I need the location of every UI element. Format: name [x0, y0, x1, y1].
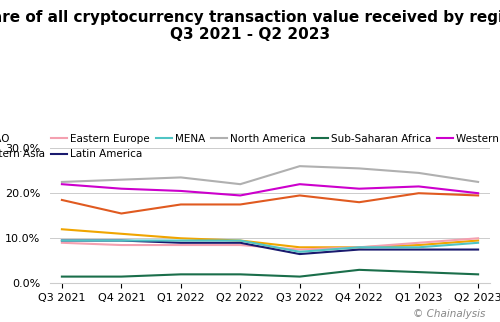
- North America: [178, 175, 184, 179]
- Eastern Asia: [178, 236, 184, 240]
- Western Europe: [178, 189, 184, 193]
- CSAO: [356, 200, 362, 204]
- Eastern Europe: [178, 243, 184, 247]
- Western Europe: [238, 194, 244, 197]
- MENA: [118, 239, 124, 242]
- MENA: [416, 245, 422, 249]
- Text: Share of all cryptocurrency transaction value received by region,
Q3 2021 - Q2 2: Share of all cryptocurrency transaction …: [0, 10, 500, 42]
- CSAO: [296, 194, 302, 197]
- North America: [238, 182, 244, 186]
- Sub-Saharan Africa: [178, 272, 184, 276]
- MENA: [178, 239, 184, 242]
- CSAO: [118, 212, 124, 215]
- Text: © Chainalysis: © Chainalysis: [412, 309, 485, 319]
- Latin America: [59, 239, 65, 242]
- CSAO: [178, 203, 184, 206]
- North America: [416, 171, 422, 175]
- MENA: [59, 239, 65, 242]
- Western Europe: [296, 182, 302, 186]
- Eastern Asia: [296, 245, 302, 249]
- Sub-Saharan Africa: [59, 275, 65, 279]
- Line: CSAO: CSAO: [62, 193, 478, 213]
- Line: Latin America: Latin America: [62, 241, 478, 254]
- North America: [59, 180, 65, 184]
- Latin America: [118, 239, 124, 242]
- Eastern Europe: [59, 241, 65, 245]
- Eastern Europe: [118, 243, 124, 247]
- MENA: [296, 250, 302, 254]
- Western Europe: [356, 187, 362, 191]
- Eastern Asia: [416, 243, 422, 247]
- Line: Sub-Saharan Africa: Sub-Saharan Africa: [62, 270, 478, 277]
- Eastern Europe: [356, 245, 362, 249]
- Sub-Saharan Africa: [475, 272, 481, 276]
- Latin America: [238, 241, 244, 245]
- Western Europe: [59, 182, 65, 186]
- Latin America: [296, 252, 302, 256]
- Eastern Europe: [296, 248, 302, 251]
- Eastern Europe: [416, 241, 422, 245]
- Sub-Saharan Africa: [416, 270, 422, 274]
- Sub-Saharan Africa: [356, 268, 362, 272]
- Eastern Asia: [356, 245, 362, 249]
- Sub-Saharan Africa: [296, 275, 302, 279]
- CSAO: [475, 194, 481, 197]
- Line: North America: North America: [62, 166, 478, 184]
- Eastern Europe: [475, 236, 481, 240]
- Latin America: [416, 248, 422, 251]
- Eastern Asia: [475, 239, 481, 242]
- Eastern Asia: [118, 232, 124, 236]
- Western Europe: [416, 185, 422, 188]
- Legend: CSAO, Eastern Asia, Eastern Europe, Latin America, MENA, North America, Sub-Saha: CSAO, Eastern Asia, Eastern Europe, Lati…: [0, 134, 500, 159]
- Line: Eastern Europe: Eastern Europe: [62, 238, 478, 250]
- Sub-Saharan Africa: [238, 272, 244, 276]
- North America: [356, 166, 362, 170]
- North America: [475, 180, 481, 184]
- Line: MENA: MENA: [62, 241, 478, 252]
- Eastern Asia: [59, 227, 65, 231]
- Eastern Europe: [238, 243, 244, 247]
- Latin America: [178, 241, 184, 245]
- Western Europe: [118, 187, 124, 191]
- MENA: [475, 241, 481, 245]
- Latin America: [356, 248, 362, 251]
- Line: Eastern Asia: Eastern Asia: [62, 229, 478, 247]
- CSAO: [59, 198, 65, 202]
- CSAO: [238, 203, 244, 206]
- MENA: [356, 245, 362, 249]
- Latin America: [475, 248, 481, 251]
- North America: [296, 164, 302, 168]
- North America: [118, 178, 124, 182]
- MENA: [238, 239, 244, 242]
- Eastern Asia: [238, 239, 244, 242]
- CSAO: [416, 191, 422, 195]
- Line: Western Europe: Western Europe: [62, 184, 478, 195]
- Western Europe: [475, 191, 481, 195]
- Sub-Saharan Africa: [118, 275, 124, 279]
